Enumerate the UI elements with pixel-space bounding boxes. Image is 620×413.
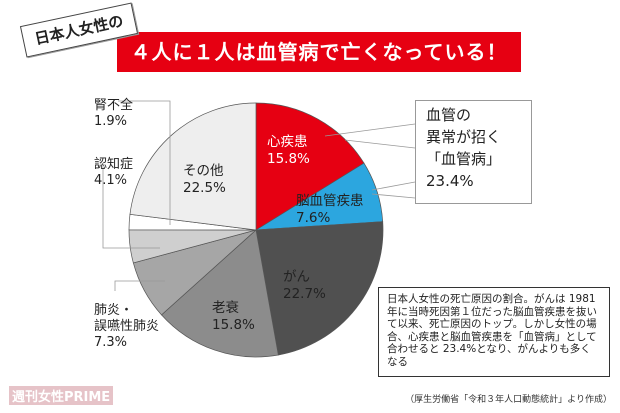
callout-line-stroke-2 — [371, 193, 416, 199]
label-dementia: 認知症 4.1% — [94, 157, 134, 188]
leader-line-kidney — [118, 100, 171, 225]
callout-value: 23.4% — [426, 172, 474, 190]
callout-line-stroke-1 — [371, 181, 416, 191]
label-heart: 心疾患 15.8% — [267, 134, 310, 167]
publisher-logo: 週刊女性PRIME — [9, 386, 114, 405]
pie-slice-2 — [255, 221, 384, 356]
label-cancer: がん 22.7% — [283, 269, 326, 302]
pie-slice-7 — [129, 102, 257, 231]
label-stroke: 脳血管疾患 7.6% — [296, 193, 364, 226]
vascular-disease-callout: 血管の 異常が招く 「血管病」 23.4% — [415, 100, 532, 204]
label-other: その他 22.5% — [183, 163, 226, 196]
callout-line-heart-1 — [324, 123, 416, 137]
leader-line-dementia — [102, 163, 160, 249]
callout-line: 異常が招く — [426, 128, 502, 146]
leader-line-pneumonia — [114, 280, 165, 291]
callout-line: 血管の — [426, 106, 472, 124]
label-senility: 老衰 15.8% — [212, 300, 255, 333]
description-box: 日本人女性の死亡原因の割合。がんは 1981 年に当時死因第１位だった脳血管疾患… — [378, 287, 610, 377]
pie-slice-3 — [160, 229, 279, 358]
callout-line: 「血管病」 — [426, 150, 502, 168]
source-note: （厚生労働省「令和３年人口動態統計」より作成） — [405, 395, 612, 405]
callout-line-heart-2 — [344, 139, 416, 149]
label-kidney: 腎不全 1.9% — [94, 98, 134, 129]
label-pneumonia: 肺炎・ 誤嚥性肺炎 7.3% — [94, 303, 160, 350]
headline-banner: ４人に１人は血管病で亡くなっている！ — [117, 32, 521, 72]
